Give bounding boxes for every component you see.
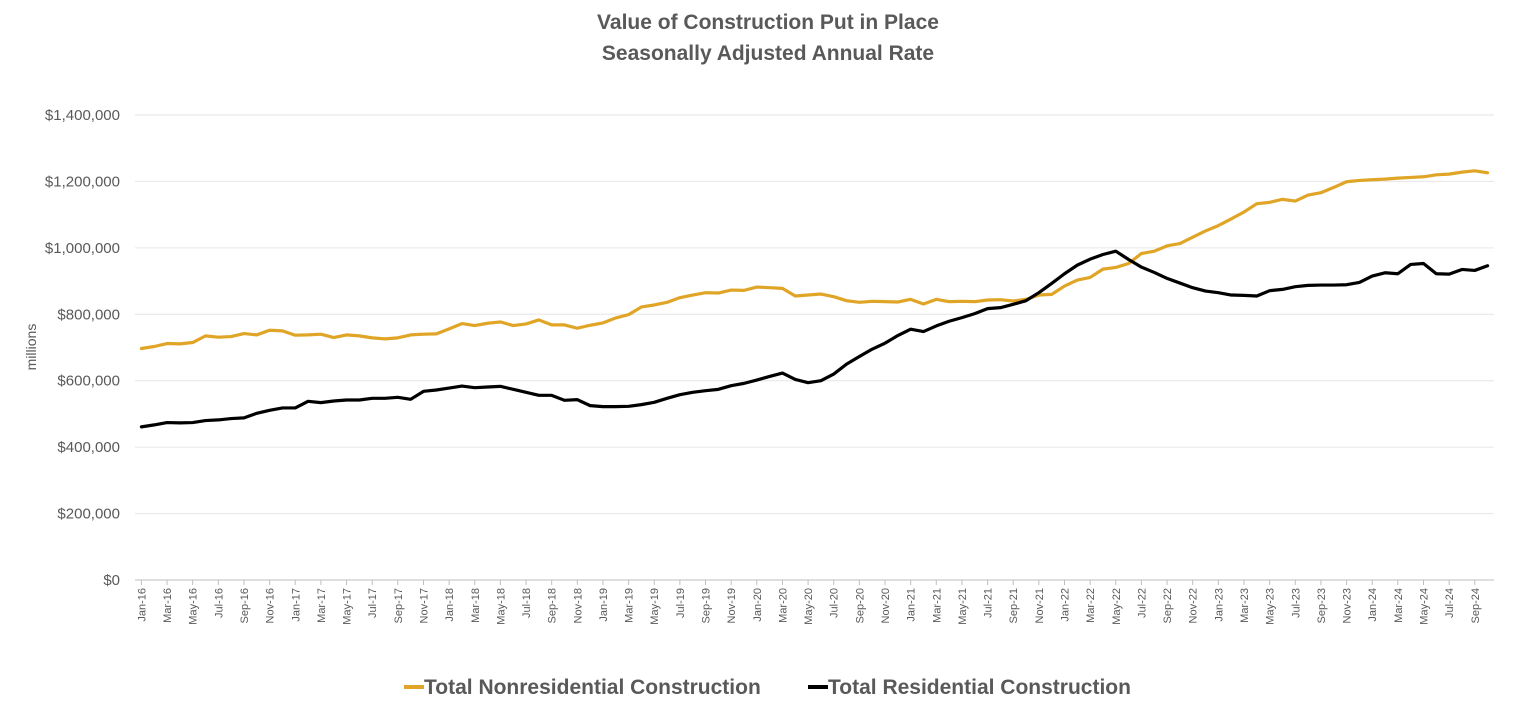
- x-tick-label: Jul-18: [521, 588, 533, 618]
- x-tick-label: Nov-23: [1342, 588, 1354, 623]
- y-tick-label: $1,200,000: [45, 173, 120, 190]
- x-tick-label: May-18: [495, 588, 507, 625]
- series-lines: [139, 169, 1490, 429]
- chart-title: Value of Construction Put in Place: [597, 11, 939, 34]
- y-tick-label: $1,400,000: [45, 107, 120, 124]
- x-tick-label: Sep-16: [239, 588, 251, 623]
- x-tick-label: Mar-16: [162, 588, 174, 623]
- x-tick-label: Mar-23: [1239, 588, 1251, 623]
- y-tick-label: $800,000: [57, 306, 120, 323]
- x-tick-label: Nov-18: [572, 588, 584, 623]
- x-tick-label: May-17: [342, 588, 354, 625]
- legend: Total Nonresidential Construction Total …: [404, 676, 1131, 699]
- x-tick-label: Sep-17: [393, 588, 405, 623]
- x-tick-label: Jul-21: [983, 588, 995, 618]
- x-tick-label: Mar-19: [624, 588, 636, 623]
- y-tick-label: $600,000: [57, 373, 120, 390]
- series-line-residential: [139, 249, 1490, 429]
- x-tick-label: Nov-20: [880, 588, 892, 623]
- x-tick-label: Jan-19: [598, 588, 610, 622]
- x-tick-label: Jul-16: [213, 588, 225, 618]
- x-axis-ticks: Jan-16 Mar-16 May-16 Jul-16 Sep-16 Nov-16 Jan-…: [136, 580, 1482, 625]
- x-tick-label: Sep-20: [854, 588, 866, 623]
- y-tick-label: $200,000: [57, 506, 120, 523]
- x-tick-label: May-22: [1111, 588, 1123, 625]
- x-tick-label: Jul-20: [829, 588, 841, 618]
- x-tick-label: Sep-23: [1316, 588, 1328, 623]
- legend-label-residential: Total Residential Construction: [828, 676, 1131, 699]
- y-tick-label: $400,000: [57, 439, 120, 456]
- x-tick-label: Jan-16: [136, 588, 148, 622]
- x-tick-label: May-16: [188, 588, 200, 625]
- x-tick-label: Jul-19: [675, 588, 687, 618]
- x-tick-label: Jan-17: [290, 588, 302, 622]
- x-tick-label: Jan-24: [1367, 588, 1379, 622]
- x-tick-label: Mar-20: [777, 588, 789, 623]
- y-axis-label: millions: [23, 324, 39, 371]
- y-tick-label: $1,000,000: [45, 240, 120, 257]
- x-tick-label: Nov-22: [1188, 588, 1200, 623]
- x-tick-label: Sep-24: [1470, 588, 1482, 623]
- x-tick-label: Jul-23: [1290, 588, 1302, 618]
- gridlines: [135, 114, 1494, 515]
- x-tick-label: Mar-21: [931, 588, 943, 623]
- series-line-nonresidential: [139, 169, 1490, 351]
- x-tick-label: Jan-23: [1213, 588, 1225, 622]
- x-tick-label: Mar-22: [1085, 588, 1097, 623]
- x-tick-label: Mar-24: [1393, 588, 1405, 623]
- x-tick-label: Mar-17: [316, 588, 328, 623]
- x-tick-label: Sep-18: [547, 588, 559, 623]
- x-tick-label: May-21: [957, 588, 969, 625]
- x-tick-label: May-20: [803, 588, 815, 625]
- chart-subtitle: Seasonally Adjusted Annual Rate: [602, 42, 934, 65]
- x-tick-label: Jan-18: [444, 588, 456, 622]
- x-tick-label: Nov-21: [1034, 588, 1046, 623]
- x-tick-label: Sep-21: [1008, 588, 1020, 623]
- x-tick-label: May-23: [1265, 588, 1277, 625]
- x-tick-label: Jan-20: [752, 588, 764, 622]
- x-tick-label: May-19: [649, 588, 661, 625]
- x-tick-label: Sep-19: [701, 588, 713, 623]
- x-tick-label: Jul-22: [1136, 588, 1148, 618]
- x-tick-label: Jul-24: [1444, 588, 1456, 618]
- x-tick-label: May-24: [1418, 588, 1430, 625]
- x-tick-label: Mar-18: [470, 588, 482, 623]
- x-tick-label: Jan-21: [906, 588, 918, 622]
- x-tick-label: Jul-17: [367, 588, 379, 618]
- y-tick-label: $0: [103, 572, 120, 589]
- x-tick-label: Sep-22: [1162, 588, 1174, 623]
- legend-label-nonresidential: Total Nonresidential Construction: [424, 676, 761, 699]
- x-tick-label: Nov-16: [265, 588, 277, 623]
- x-tick-label: Jan-22: [1060, 588, 1072, 622]
- x-tick-label: Nov-19: [726, 588, 738, 623]
- x-tick-label: Nov-17: [418, 588, 430, 623]
- y-axis-ticks: $0 $200,000 $400,000 $600,000 $800,000 $1,000…: [45, 107, 120, 589]
